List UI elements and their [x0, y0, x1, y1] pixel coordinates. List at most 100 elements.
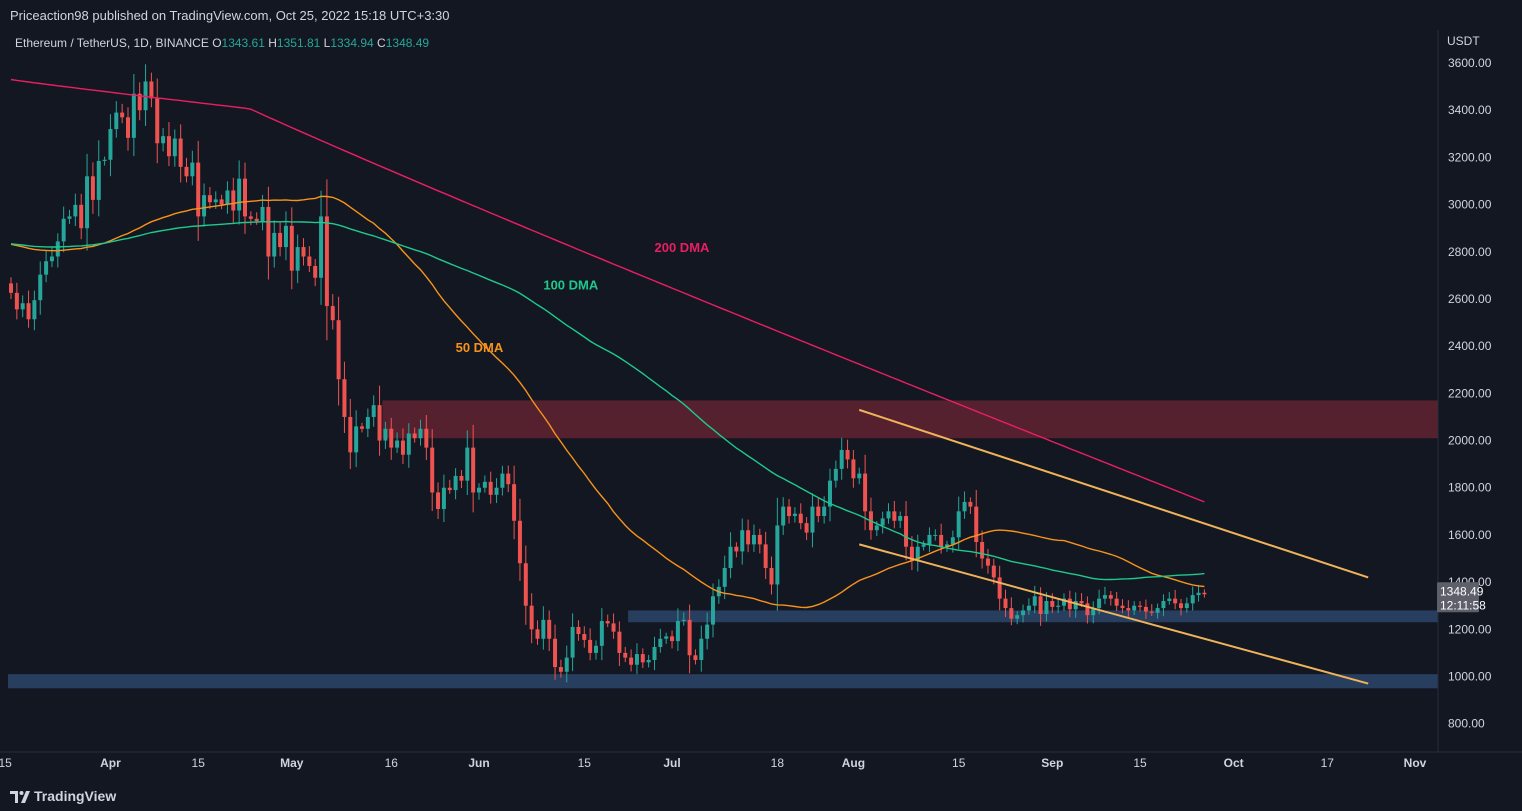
- candle: [453, 468, 458, 500]
- candle-body: [1114, 598, 1119, 606]
- candle: [898, 511, 903, 529]
- candle-body: [477, 487, 481, 493]
- candle-body: [55, 241, 60, 257]
- candle: [541, 606, 546, 650]
- candle-body: [260, 206, 265, 222]
- ohlc-legend: Ethereum / TetherUS, 1D, BINANCE O1343.6…: [15, 36, 429, 50]
- candle-body: [950, 537, 955, 545]
- candle-body: [517, 520, 522, 564]
- candle-body: [307, 256, 312, 266]
- candle-body: [945, 544, 949, 547]
- candle: [517, 498, 522, 581]
- candle: [371, 395, 376, 427]
- candle-body: [927, 534, 932, 545]
- candle-body: [1108, 595, 1113, 599]
- support-zone-2: [8, 674, 1438, 689]
- candle: [816, 497, 821, 523]
- candle-body: [939, 534, 944, 547]
- candle: [722, 555, 727, 600]
- candle-body: [541, 619, 546, 639]
- candle: [166, 122, 171, 167]
- high-label: H: [268, 36, 277, 50]
- candle-body: [395, 440, 400, 448]
- candle: [623, 647, 628, 663]
- candle: [1085, 596, 1090, 624]
- candle: [336, 296, 341, 406]
- candle: [974, 489, 979, 558]
- candle-body: [664, 636, 669, 639]
- time-tick-label: 15: [1133, 756, 1147, 770]
- candle-body: [933, 534, 938, 536]
- price-tick-label: 2800.00: [1448, 245, 1492, 259]
- candle: [20, 295, 25, 318]
- candle: [699, 625, 704, 672]
- candle-body: [921, 544, 926, 547]
- time-axis[interactable]: 15 Apr 15 May 16 Jun 15 Jul 18 Aug 15 Sep 15 Oct 17 Nov: [0, 751, 1522, 770]
- time-tick-label: 15: [578, 756, 592, 770]
- candle: [44, 250, 49, 283]
- candle-body: [822, 506, 827, 517]
- candle: [828, 468, 832, 522]
- candle: [436, 482, 441, 520]
- candle-body: [324, 216, 329, 307]
- candle-body: [137, 93, 142, 111]
- candle-body: [857, 473, 862, 479]
- support-zone-1: [628, 610, 1438, 623]
- candle-body: [1021, 610, 1026, 616]
- candle-body: [1073, 600, 1078, 610]
- candle-body: [377, 405, 382, 441]
- candle-body: [90, 176, 95, 200]
- candle-body: [1155, 608, 1160, 613]
- open-value: 1343.61: [222, 36, 269, 50]
- candle: [430, 429, 435, 511]
- candle-body: [1056, 605, 1061, 607]
- candle: [1009, 597, 1014, 626]
- candle: [137, 82, 142, 121]
- candle: [90, 162, 95, 214]
- candle: [178, 124, 183, 183]
- candle-body: [968, 501, 973, 507]
- publish-bar: Priceaction98 published on TradingView.c…: [0, 0, 1522, 30]
- candle: [956, 496, 961, 550]
- candle: [927, 527, 932, 552]
- candle-body: [711, 596, 715, 625]
- candle: [564, 645, 569, 683]
- close-label: C: [377, 36, 386, 50]
- candle-body: [1062, 598, 1066, 606]
- candle: [1190, 586, 1195, 611]
- candle-body: [863, 473, 868, 512]
- candle: [605, 614, 610, 628]
- candle: [301, 238, 306, 266]
- candle-body: [675, 621, 680, 642]
- time-tick-label: 15: [0, 756, 12, 770]
- candle-body: [459, 475, 464, 481]
- candle: [126, 107, 130, 151]
- candle: [880, 511, 885, 534]
- candle: [1132, 601, 1137, 615]
- candle: [1091, 601, 1096, 624]
- candle: [740, 518, 745, 565]
- candle-body: [424, 428, 429, 448]
- price-tick-label: 2600.00: [1448, 292, 1492, 306]
- price-axis[interactable]: USDT800.001000.001200.001400.001600.0018…: [1437, 30, 1522, 752]
- candle: [330, 294, 335, 330]
- price-tick-label: 1800.00: [1448, 481, 1492, 495]
- candle: [313, 258, 318, 287]
- candle-body: [494, 487, 499, 495]
- candle: [389, 417, 394, 460]
- candle: [781, 497, 786, 535]
- candle-body: [161, 136, 166, 144]
- candle: [909, 536, 914, 571]
- candle: [67, 209, 72, 224]
- candle-body: [687, 619, 692, 656]
- candle: [962, 491, 967, 519]
- candle-body: [991, 565, 996, 578]
- candle-body: [32, 300, 37, 320]
- candle-body: [266, 206, 271, 257]
- candle-body: [746, 530, 751, 545]
- candle: [746, 519, 751, 553]
- candle: [576, 620, 581, 641]
- annotations-layer: 200 DMA 100 DMA 50 DMA: [456, 240, 710, 355]
- candle: [1067, 590, 1072, 618]
